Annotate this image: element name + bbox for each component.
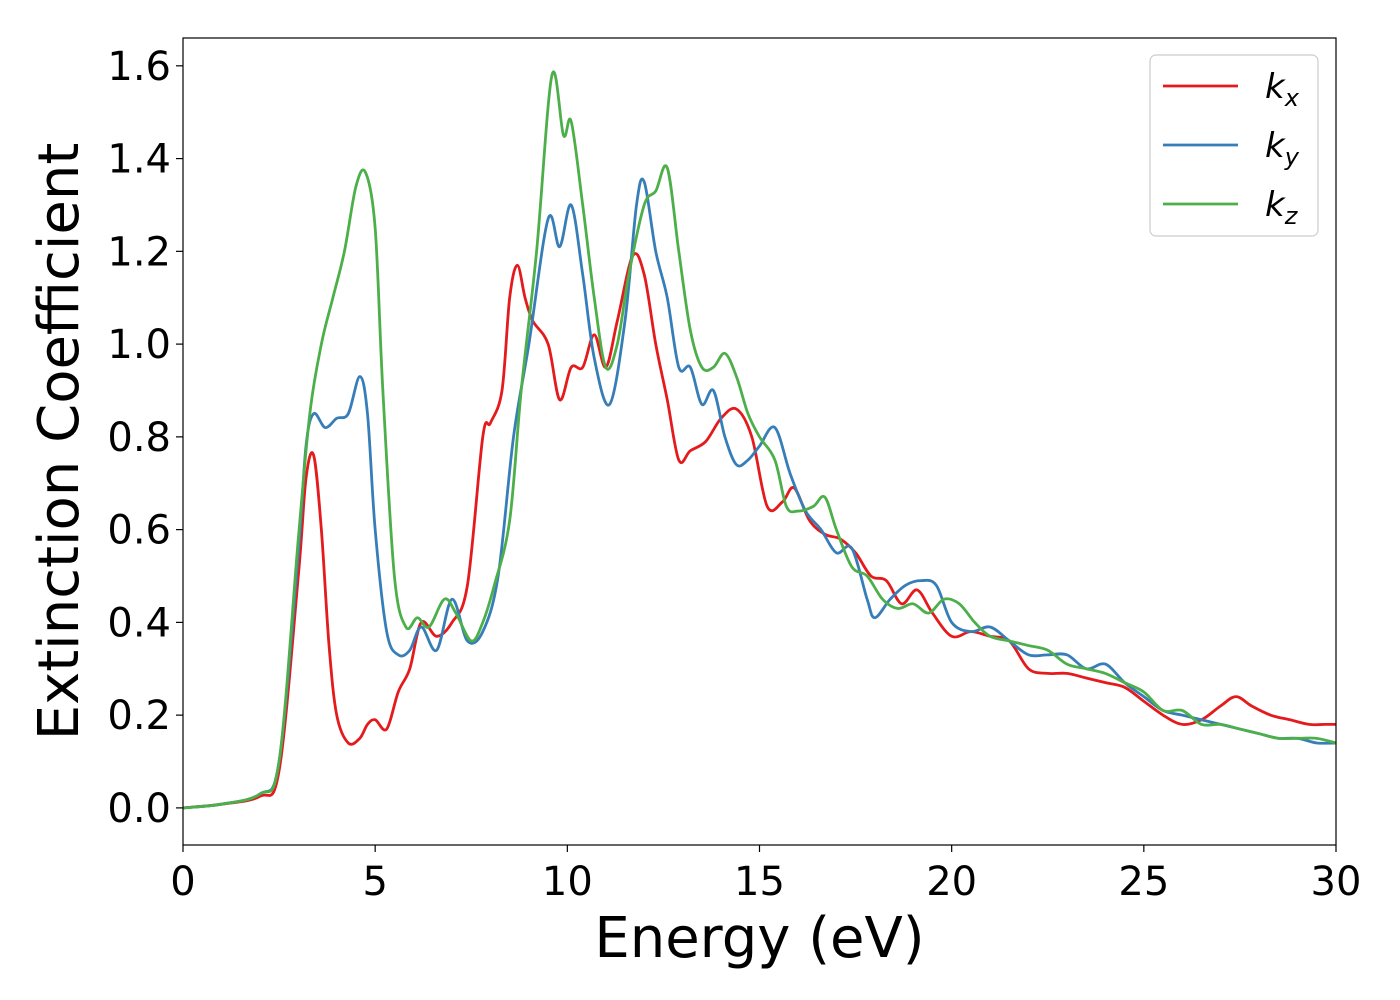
x-tick-label: 25 — [1118, 859, 1169, 905]
x-axis-title: Energy (eV) — [594, 906, 924, 971]
y-axis-ticks: 0.0 0.2 0.4 0.6 0.8 1.0 1.2 1.4 1.6 — [107, 44, 183, 832]
y-tick-label: 1.4 — [107, 137, 171, 183]
x-tick-label: 30 — [1311, 859, 1362, 905]
series-lines — [183, 70, 1336, 810]
series-line-kz — [183, 70, 1336, 810]
x-tick-label: 5 — [362, 859, 387, 905]
y-tick-label: 1.6 — [107, 44, 171, 90]
x-tick-label: 20 — [926, 859, 977, 905]
legend: kx ky kz — [1149, 54, 1319, 237]
x-tick-label: 15 — [734, 859, 785, 905]
legend-label: kz — [1265, 185, 1299, 230]
y-tick-label: 0.8 — [107, 415, 171, 461]
y-tick-label: 0.6 — [107, 508, 171, 554]
series-line-kx — [183, 252, 1336, 810]
x-axis-ticks: 0 5 10 15 20 25 30 — [170, 845, 1361, 905]
x-tick-label: 0 — [170, 859, 195, 905]
legend-label: ky — [1265, 126, 1300, 171]
y-axis-title: Extinction Coefficient — [27, 143, 92, 741]
y-tick-label: 0.4 — [107, 600, 171, 646]
y-tick-label: 1.0 — [107, 322, 171, 368]
legend-label: kx — [1265, 67, 1300, 112]
y-tick-label: 0.0 — [107, 786, 171, 832]
y-tick-label: 1.2 — [107, 229, 171, 275]
x-tick-label: 10 — [542, 859, 593, 905]
y-tick-label: 0.2 — [107, 693, 171, 739]
